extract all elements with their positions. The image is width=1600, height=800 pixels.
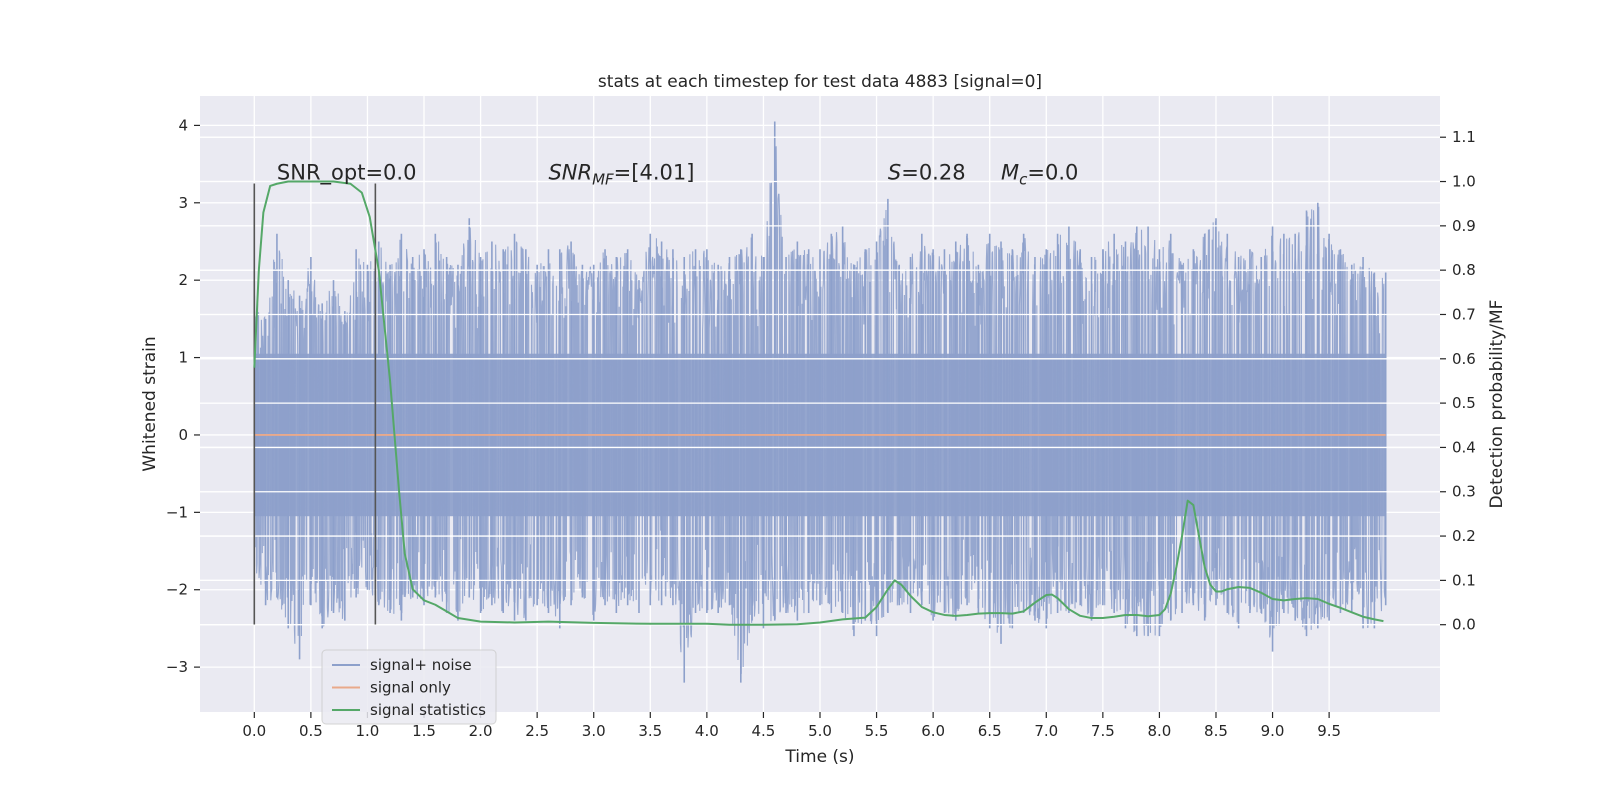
- y-axis-label: Whitened strain: [140, 336, 160, 471]
- x-tick-label: 1.5: [412, 722, 436, 740]
- chart-title: stats at each timestep for test data 488…: [598, 72, 1042, 92]
- y2-tick-label: 0.3: [1452, 483, 1476, 501]
- legend-label: signal+ noise: [370, 656, 472, 674]
- x-tick-label: 3.0: [582, 722, 606, 740]
- x-tick-label: 5.5: [865, 722, 889, 740]
- y-tick-label: 0: [178, 426, 188, 444]
- y2-tick-label: 0.5: [1452, 394, 1476, 412]
- legend: signal+ noise signal only signal statistic…: [321, 649, 497, 725]
- annotation: SNRMF=[4.01]: [548, 161, 694, 189]
- x-tick-label: 9.0: [1261, 722, 1285, 740]
- x-tick-label: 6.0: [921, 722, 945, 740]
- x-tick-label: 6.5: [978, 722, 1002, 740]
- legend-label: signal only: [370, 679, 451, 697]
- y2-tick-label: 0.0: [1452, 616, 1476, 634]
- grid-overlay: [200, 136, 1440, 626]
- y2-axis-ticks: 0.0 0.1 0.2 0.3 0.4 0.5 0.6 0.7 0.8 0.9 1.0 1.1: [1440, 128, 1476, 634]
- y-tick-label: −3: [166, 658, 188, 676]
- annotation: Mc=0.0: [1001, 161, 1078, 189]
- annotations: SNR_opt=0.0 SNRMF=[4.01] S=0.28 Mc=0.0: [277, 161, 1078, 189]
- x-tick-label: 4.0: [695, 722, 719, 740]
- y2-axis-label: Detection probability/MF: [1487, 300, 1507, 509]
- x-tick-label: 2.0: [469, 722, 493, 740]
- x-tick-label: 1.0: [356, 722, 380, 740]
- y2-tick-label: 0.2: [1452, 527, 1476, 545]
- x-tick-label: 9.5: [1317, 722, 1341, 740]
- y2-tick-label: 0.6: [1452, 350, 1476, 368]
- vertical-lines: [253, 183, 377, 625]
- y-tick-label: 3: [178, 194, 188, 212]
- x-axis-ticks: 0.0 0.5 1.0 1.5 2.0 2.5 3.0 3.5 4.0 4.5 5.0 5.5 6.0 6…: [242, 712, 1341, 740]
- y-tick-label: 1: [178, 349, 188, 367]
- legend-box: [321, 649, 497, 725]
- y-axis-ticks: −3 −2 −1 0 1 2 3 4: [166, 116, 200, 676]
- x-tick-label: 7.0: [1034, 722, 1058, 740]
- x-tick-label: 3.5: [638, 722, 662, 740]
- x-tick-label: 5.0: [808, 722, 832, 740]
- x-tick-label: 7.5: [1091, 722, 1115, 740]
- y2-tick-label: 0.4: [1452, 438, 1476, 456]
- y2-tick-label: 1.1: [1452, 128, 1476, 146]
- y-tick-label: 2: [178, 271, 188, 289]
- y2-tick-label: 1.0: [1452, 173, 1476, 191]
- y2-tick-label: 0.8: [1452, 261, 1476, 279]
- y2-tick-label: 0.1: [1452, 571, 1476, 589]
- x-tick-label: 4.5: [752, 722, 776, 740]
- x-tick-label: 8.5: [1204, 722, 1228, 740]
- y-tick-label: 4: [178, 116, 188, 134]
- annotation: SNR_opt=0.0: [277, 161, 417, 186]
- y2-tick-label: 0.7: [1452, 305, 1476, 323]
- x-tick-label: 8.0: [1147, 722, 1171, 740]
- legend-label: signal statistics: [370, 701, 486, 719]
- y-tick-label: −2: [166, 581, 188, 599]
- signal-statistics-line: [253, 180, 1384, 626]
- annotation: S=0.28: [888, 161, 966, 185]
- y2-tick-label: 0.9: [1452, 217, 1476, 235]
- y-tick-label: −1: [166, 503, 188, 521]
- series-signal-statistics: [253, 180, 1384, 626]
- x-tick-label: 0.5: [299, 722, 323, 740]
- x-tick-label: 0.0: [242, 722, 266, 740]
- x-axis-label: Time (s): [784, 747, 854, 767]
- x-tick-label: 2.5: [525, 722, 549, 740]
